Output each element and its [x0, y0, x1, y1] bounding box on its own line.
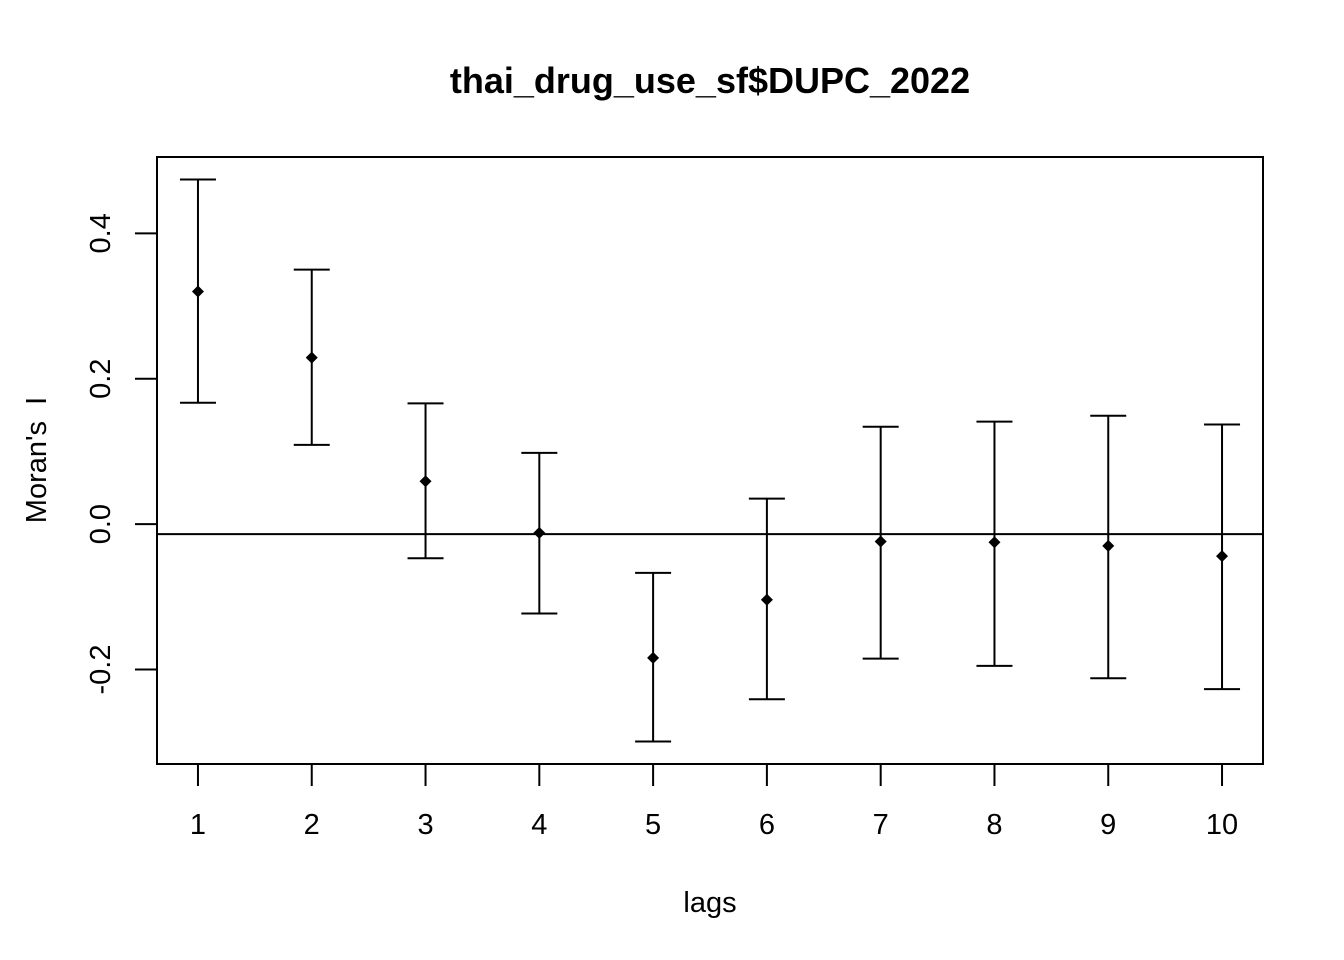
lag-2-mark — [293, 268, 330, 446]
lag-10-mark — [1204, 423, 1241, 691]
point-9 — [1102, 539, 1115, 552]
x-tick-label-1: 1 — [190, 809, 206, 841]
lag-8-mark — [976, 420, 1013, 667]
x-tick-label-4: 4 — [531, 809, 547, 841]
x-tick-label-9: 9 — [1100, 809, 1116, 841]
x-tick-label-3: 3 — [417, 809, 433, 841]
lag-3-mark — [407, 402, 444, 560]
lag-5-mark — [635, 571, 672, 743]
y-tick-label-4: 0.4 — [85, 213, 117, 253]
lag-9-mark — [1090, 414, 1127, 680]
x-axis: 1 2 3 4 5 6 7 8 9 10 — [190, 764, 1238, 841]
x-tick-label-8: 8 — [986, 809, 1002, 841]
lag-1-mark — [179, 178, 216, 404]
lag-7-mark — [862, 425, 899, 660]
lag-4-mark — [521, 451, 558, 615]
x-tick-label-10: 10 — [1206, 809, 1238, 841]
x-axis-label: lags — [683, 887, 736, 919]
point-3 — [419, 475, 432, 488]
point-4 — [533, 526, 546, 539]
chart-title: thai_drug_use_sf$DUPC_2022 — [450, 60, 970, 101]
plot-frame — [156, 156, 1264, 765]
y-tick-label-2: 0.0 — [85, 504, 117, 544]
point-10 — [1216, 550, 1229, 563]
x-tick-label-7: 7 — [873, 809, 889, 841]
point-8 — [988, 536, 1001, 549]
point-2 — [305, 351, 318, 364]
x-tick-label-6: 6 — [759, 809, 775, 841]
y-axis-label: Moran's I — [21, 397, 53, 523]
x-tick-label-2: 2 — [304, 809, 320, 841]
x-tick-label-5: 5 — [645, 809, 661, 841]
point-7 — [874, 535, 887, 548]
point-5 — [647, 651, 660, 664]
point-6 — [760, 593, 773, 606]
point-1 — [191, 285, 204, 298]
y-tick-label-3: 0.2 — [85, 359, 117, 399]
y-tick-label-1: -0.2 — [85, 645, 117, 695]
data-marks — [179, 178, 1241, 743]
y-axis: -0.2 0.0 0.2 0.4 — [85, 213, 157, 694]
lag-6-mark — [748, 497, 785, 701]
